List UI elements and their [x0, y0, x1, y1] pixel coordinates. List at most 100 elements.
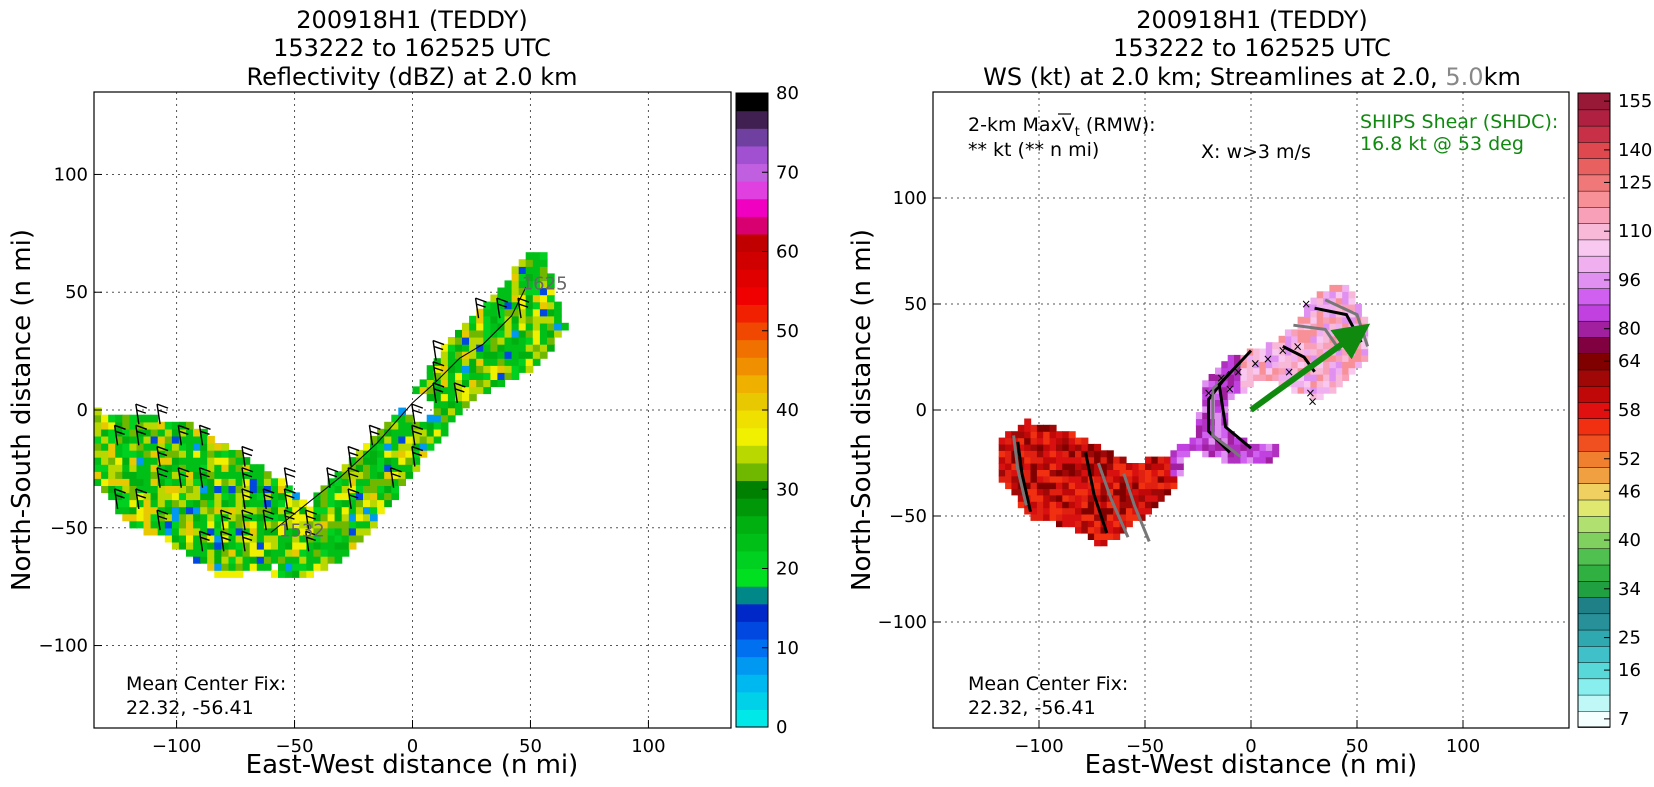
reflectivity-cell	[285, 563, 293, 571]
reflectivity-cell	[235, 506, 244, 515]
reflectivity-cell	[186, 541, 194, 550]
reflectivity-cell	[178, 421, 187, 430]
colorbar-tick-label: 20	[776, 559, 799, 580]
reflectivity-cell	[412, 464, 421, 472]
reflectivity-cell	[391, 464, 399, 472]
reflectivity-cell	[178, 527, 187, 536]
windspeed-cell	[1005, 443, 1013, 451]
windspeed-cell	[1151, 501, 1159, 509]
reflectivity-cell	[164, 478, 173, 486]
reflectivity-cell	[355, 464, 364, 472]
windspeed-cell	[1246, 456, 1254, 464]
reflectivity-cell	[228, 450, 237, 458]
colorbar-segment	[1577, 125, 1611, 143]
reflectivity-cell	[391, 428, 399, 437]
windspeed-cell	[1348, 297, 1356, 305]
reflectivity-cell	[327, 534, 336, 543]
reflectivity-cell	[157, 527, 166, 536]
reflectivity-cell	[278, 485, 286, 494]
windspeed-cell	[1234, 386, 1241, 394]
windspeed-cell	[1335, 323, 1343, 331]
colorbar-segment	[736, 568, 768, 587]
reflectivity-cell	[129, 471, 138, 479]
windspeed-cell	[1138, 494, 1146, 502]
windspeed-cell	[1125, 482, 1133, 490]
windspeed-cell	[1138, 475, 1146, 483]
reflectivity-cell	[136, 421, 145, 430]
reflectivity-cell	[242, 485, 251, 494]
reflectivity-cell	[377, 443, 385, 451]
reflectivity-cell	[462, 372, 470, 380]
windspeed-cell	[1094, 456, 1102, 464]
windspeed-cell	[1234, 443, 1241, 451]
reflectivity-cell	[455, 393, 463, 402]
windspeed-cell	[1125, 501, 1133, 509]
wind-barb	[198, 467, 211, 488]
windspeed-cell	[1297, 380, 1305, 388]
reflectivity-cell	[440, 365, 449, 373]
reflectivity-cell	[200, 556, 208, 564]
wind-barb	[453, 382, 466, 404]
reflectivity-cell	[334, 556, 343, 564]
reflectivity-cell	[186, 478, 194, 486]
windspeed-cell	[1049, 501, 1057, 509]
reflectivity-cell	[193, 527, 201, 536]
windspeed-cell	[1278, 348, 1286, 356]
reflectivity-cell	[539, 315, 548, 324]
colorbar-segment	[1577, 434, 1611, 452]
windspeed-cell	[1056, 437, 1063, 445]
windspeed-cell	[1100, 469, 1108, 477]
reflectivity-cell	[370, 513, 378, 522]
reflectivity-cell	[249, 534, 258, 543]
windspeed-cell	[1272, 374, 1280, 381]
windspeed-cell	[1342, 374, 1350, 381]
reflectivity-cell	[136, 464, 145, 472]
colorbar-segment	[736, 480, 768, 499]
reflectivity-cell	[221, 527, 230, 536]
reflectivity-cell	[426, 365, 435, 373]
windspeed-cell	[1329, 284, 1337, 292]
windspeed-cell	[1310, 374, 1318, 381]
reflectivity-cell	[150, 414, 159, 423]
windspeed-cell	[1075, 501, 1082, 509]
windspeed-cell	[1221, 450, 1229, 458]
reflectivity-cell	[150, 464, 159, 472]
reflectivity-cell	[447, 386, 456, 395]
colorbar-tick-label: 34	[1618, 579, 1641, 600]
windspeed-cell	[1106, 463, 1114, 470]
reflectivity-cell	[101, 450, 109, 458]
wind-barb	[241, 467, 254, 488]
windspeed-cell	[1195, 437, 1203, 445]
reflectivity-cell	[186, 457, 194, 465]
windspeed-cell	[1049, 475, 1057, 483]
windspeed-cell	[1221, 361, 1229, 369]
reflectivity-cell	[313, 520, 322, 529]
reflectivity-cell	[518, 266, 527, 274]
reflectivity-cell	[115, 414, 123, 423]
reflectivity-cell	[214, 549, 222, 557]
reflectivity-cell	[426, 414, 435, 423]
reflectivity-cell	[278, 541, 286, 550]
windspeed-cell	[1304, 380, 1311, 388]
reflectivity-cell	[171, 513, 180, 522]
windspeed-field	[998, 284, 1369, 547]
reflectivity-cell	[263, 527, 272, 536]
reflectivity-cell	[122, 457, 130, 465]
windspeed-cell	[1024, 437, 1032, 445]
windspeed-cell	[1119, 469, 1127, 477]
windspeed-cell	[998, 443, 1006, 451]
windspeed-cell	[1113, 488, 1121, 496]
windspeed-cell	[1329, 310, 1337, 318]
reflectivity-cell	[398, 450, 406, 458]
reflectivity-cell	[108, 478, 116, 486]
reflectivity-cell	[285, 499, 293, 508]
windspeed-cell	[1246, 367, 1254, 375]
reflectivity-cell	[299, 534, 307, 543]
reflectivity-cell	[355, 534, 364, 543]
windspeed-cell	[1208, 374, 1216, 381]
reflectivity-cell	[561, 322, 569, 331]
windspeed-cell	[1335, 354, 1343, 362]
windspeed-cell	[1240, 361, 1248, 369]
reflectivity-cell	[525, 273, 534, 282]
windspeed-cell	[1246, 374, 1254, 381]
